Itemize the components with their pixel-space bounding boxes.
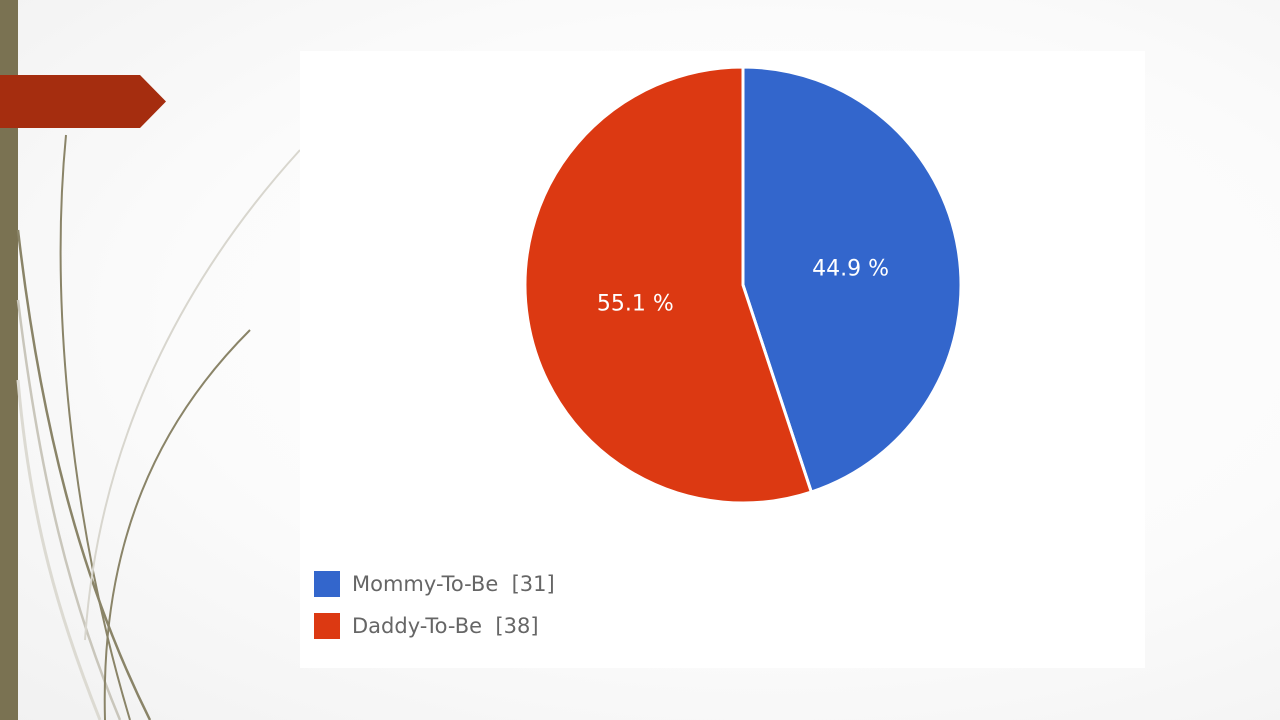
legend-swatch-daddy <box>314 613 340 639</box>
chart-panel: 44.9 % 55.1 % Mommy-To-Be [31] Daddy-To-B… <box>300 51 1145 668</box>
pie-slice-daddy-to-be <box>523 65 813 505</box>
legend-item-mommy: Mommy-To-Be [31] <box>314 570 555 598</box>
arrow-shape <box>0 75 166 128</box>
legend-label-daddy: Daddy-To-Be [38] <box>352 614 539 638</box>
pie-label-daddy-to-be: 55.1 % <box>597 291 674 316</box>
legend: Mommy-To-Be [31] Daddy-To-Be [38] <box>314 570 555 654</box>
legend-label-mommy: Mommy-To-Be [31] <box>352 572 555 596</box>
left-accent-bar <box>0 0 18 720</box>
pie-label-mommy-to-be: 44.9 % <box>812 257 889 282</box>
legend-swatch-mommy <box>314 571 340 597</box>
title-arrow-tab <box>0 75 166 128</box>
pie-slice-mommy-to-be <box>741 65 963 494</box>
legend-item-daddy: Daddy-To-Be [38] <box>314 612 555 640</box>
pie-chart: 44.9 % 55.1 % <box>523 65 963 505</box>
